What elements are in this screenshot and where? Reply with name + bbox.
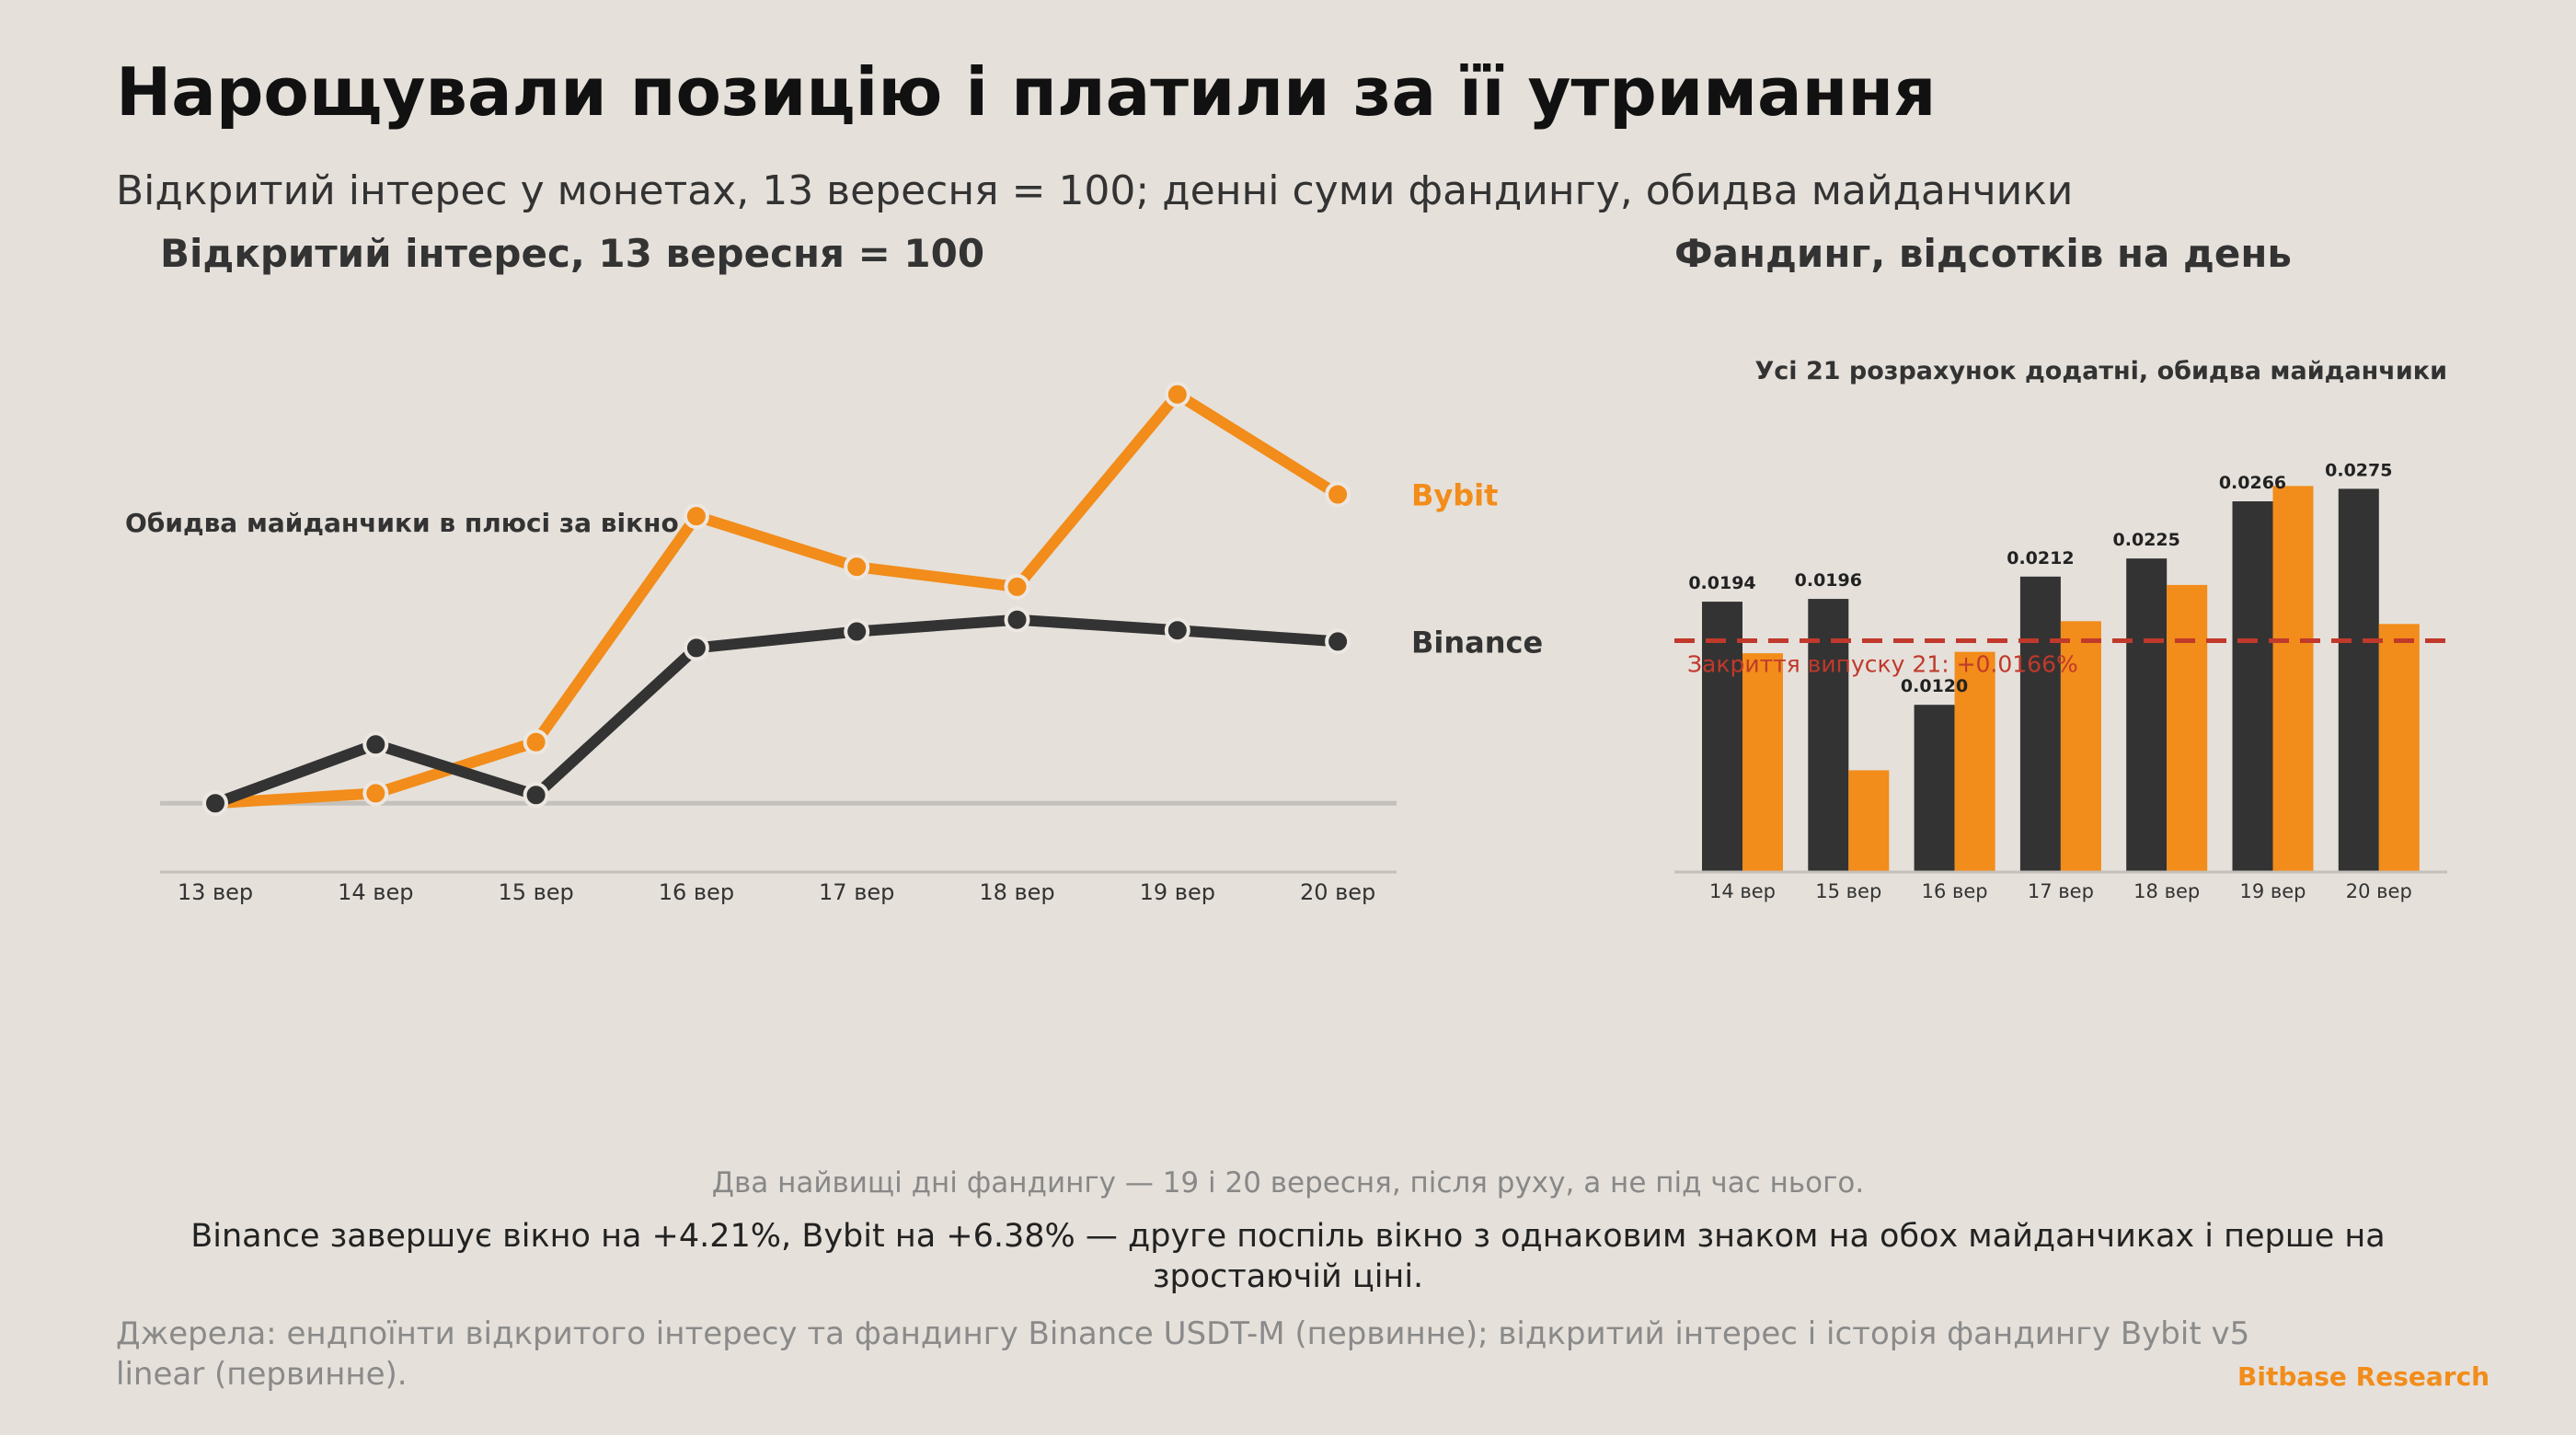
footer-note: Два найвищі дні фандингу — 19 і 20 верес… (711, 1166, 1865, 1200)
bar-binance (2126, 558, 2168, 872)
x-tick-label: 20 вер (1300, 879, 1375, 905)
bar-bybit (1848, 770, 1890, 872)
data-point-bybit (362, 780, 389, 807)
x-tick-label: 16 вер (659, 879, 734, 905)
x-tick-label: 13 вер (178, 879, 253, 905)
x-tick-label: 17 вер (2028, 880, 2094, 902)
data-point-binance (523, 782, 549, 809)
funding-bars-group: 0.0194 0.0196 0.0120 0.0212 0.0225 0.0266 0.02… (1688, 460, 2420, 872)
legend-label-bybit: Bybit (1411, 478, 1498, 513)
data-point-bybit (1164, 381, 1190, 408)
x-tick-label: 16 вер (1922, 880, 1988, 902)
data-label: 0.0225 (2113, 530, 2180, 550)
x-tick-label: 15 вер (1815, 880, 1881, 902)
funding-annotation: Усі 21 розрахунок додатні, обидва майдан… (1754, 357, 2447, 385)
open-interest-annotation: Обидва майданчики в плюсі за вікно (125, 508, 679, 538)
open-interest-chart-title: Відкритий інтерес, 13 вересня = 100 (160, 231, 984, 276)
funding-chart-title: Фандинг, відсотків на день (1674, 231, 2292, 276)
funding-reference-label: Закриття випуску 21: +0.0166% (1687, 651, 2078, 678)
bar-binance (2019, 576, 2061, 872)
x-tick-label: 19 вер (1140, 879, 1215, 905)
bar-bybit (1742, 653, 1783, 872)
data-point-bybit (844, 554, 870, 580)
x-tick-label: 20 вер (2346, 880, 2412, 902)
bar-bybit (2378, 624, 2420, 872)
bar-bybit (2272, 486, 2314, 872)
x-tick-label: 19 вер (2239, 880, 2306, 902)
series-bybit: Bybit (202, 381, 1498, 817)
x-tick-label: 18 вер (979, 879, 1054, 905)
data-point-binance (1004, 606, 1030, 633)
data-label: 0.0196 (1795, 570, 1862, 591)
series-binance: Binance (202, 606, 1543, 817)
sources-text: Джерела: ендпоїнти відкритого інтересу т… (116, 1315, 2250, 1393)
series-line-binance (210, 614, 1344, 809)
data-label: 0.0212 (2007, 548, 2074, 568)
x-tick-label: 17 вер (819, 879, 894, 905)
bar-binance (1808, 599, 1849, 872)
data-point-binance (1164, 617, 1190, 644)
data-point-binance (1325, 628, 1351, 655)
data-point-binance (683, 635, 709, 661)
data-point-bybit (1325, 481, 1351, 508)
data-point-binance (844, 618, 870, 645)
data-point-binance (362, 731, 389, 758)
bar-bybit (1954, 651, 1995, 872)
funding-chart: Фандинг, відсотків на день Усі 21 розрах… (1674, 231, 2447, 902)
page-title: Нарощували позицію і платили за її утрим… (116, 53, 1937, 131)
page-subtitle: Відкритий інтерес у монетах, 13 вересня … (116, 167, 2074, 214)
series-line-bybit (210, 388, 1344, 809)
x-tick-label: 18 вер (2133, 880, 2200, 902)
data-point-bybit (683, 503, 709, 530)
legend-label-binance: Binance (1411, 625, 1543, 660)
x-tick-label: 14 вер (1709, 880, 1776, 902)
open-interest-series-group: Bybit Binance (202, 381, 1543, 817)
data-label: 0.0194 (1688, 573, 1755, 593)
bar-binance (2338, 488, 2379, 872)
data-point-bybit (523, 729, 549, 755)
open-interest-tick-labels: 13 вер 14 вер 15 вер 16 вер 17 вер 18 вер 19 в… (178, 879, 1375, 905)
data-point-binance (202, 790, 228, 817)
bar-bybit (2060, 621, 2101, 872)
brand-logo-text: Bitbase Research (2237, 1361, 2490, 1392)
open-interest-chart: Відкритий інтерес, 13 вересня = 100 Обид… (125, 231, 1543, 905)
data-label: 0.0266 (2219, 473, 2286, 493)
x-tick-label: 14 вер (338, 879, 413, 905)
data-label: 0.0275 (2325, 460, 2392, 480)
bar-bybit (2167, 584, 2208, 872)
x-tick-label: 15 вер (498, 879, 573, 905)
footer-summary: Binance завершує вікно на +4.21%, Bybit … (190, 1218, 2386, 1295)
data-label: 0.0120 (1901, 676, 1968, 696)
funding-tick-labels: 14 вер 15 вер 16 вер 17 вер 18 вер 19 вер 20 в… (1709, 880, 2412, 902)
bar-binance (1702, 602, 1742, 872)
bar-binance (1914, 705, 1955, 872)
data-point-bybit (1004, 573, 1030, 600)
bar-binance (2232, 501, 2273, 872)
